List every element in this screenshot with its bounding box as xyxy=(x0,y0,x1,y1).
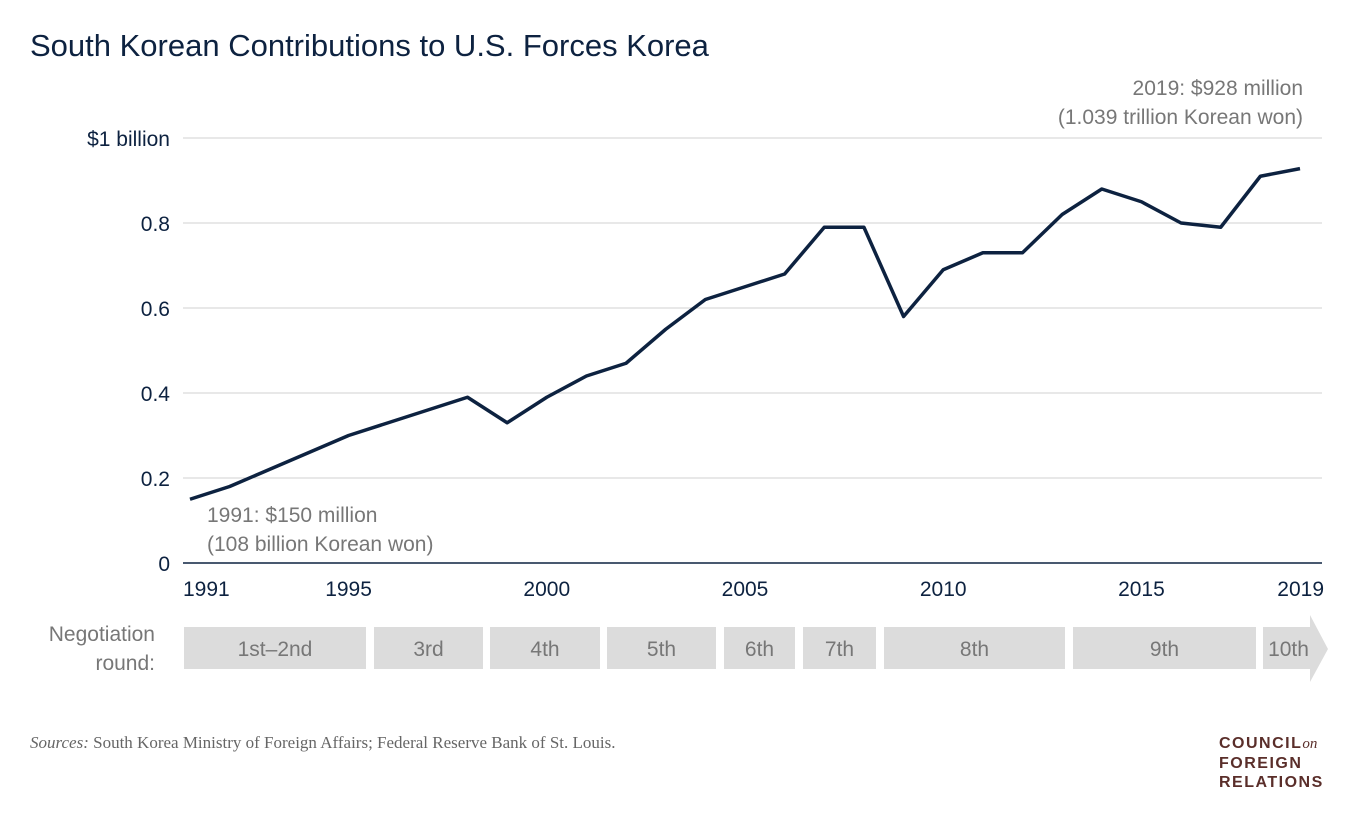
sources: Sources: South Korea Ministry of Foreign… xyxy=(30,733,616,752)
data-line xyxy=(189,166,1301,501)
y-tick-label: 0.2 xyxy=(141,468,170,491)
round-label: 1st–2nd xyxy=(238,638,313,661)
round-label: 3rd xyxy=(413,638,443,661)
round-box xyxy=(724,627,795,669)
annotation-end: (1.039 trillion Korean won) xyxy=(1058,106,1303,129)
annotation-start: 1991: $150 million xyxy=(207,504,377,527)
y-tick-label: 0.8 xyxy=(141,213,170,236)
round-label: 4th xyxy=(530,638,559,661)
chart-title: South Korean Contributions to U.S. Force… xyxy=(30,28,709,63)
x-tick-label: 2019 xyxy=(1277,578,1324,601)
round-label: 7th xyxy=(825,638,854,661)
round-box xyxy=(184,627,366,669)
round-label: 9th xyxy=(1150,638,1179,661)
annotation-end: 2019: $928 million xyxy=(1133,77,1303,100)
round-label: 6th xyxy=(745,638,774,661)
x-tick-label: 2010 xyxy=(920,578,967,601)
y-tick-label: 0.6 xyxy=(141,298,170,321)
y-tick-label: 0.4 xyxy=(141,383,171,406)
round-box xyxy=(374,627,483,669)
round-label: 10th xyxy=(1268,638,1309,661)
round-label: 8th xyxy=(960,638,989,661)
x-tick-label: 2005 xyxy=(722,578,769,601)
round-box xyxy=(803,627,876,669)
y-tick-label: 0 xyxy=(158,553,170,576)
y-tick-label: $1 billion xyxy=(87,128,170,151)
cfr-logo: COUNCILon FOREIGN RELATIONS xyxy=(1219,735,1324,791)
x-tick-label: 2015 xyxy=(1118,578,1165,601)
round-box xyxy=(884,627,1065,669)
negotiation-label: round: xyxy=(95,652,155,675)
x-tick-label: 1991 xyxy=(183,578,230,601)
round-label: 5th xyxy=(647,638,676,661)
round-box xyxy=(490,627,600,669)
round-arrow xyxy=(1263,615,1328,682)
annotation-start: (108 billion Korean won) xyxy=(207,533,433,556)
round-box xyxy=(607,627,716,669)
negotiation-label: Negotiation xyxy=(49,623,155,646)
x-tick-label: 1995 xyxy=(325,578,372,601)
round-box xyxy=(1073,627,1256,669)
x-tick-label: 2000 xyxy=(523,578,570,601)
